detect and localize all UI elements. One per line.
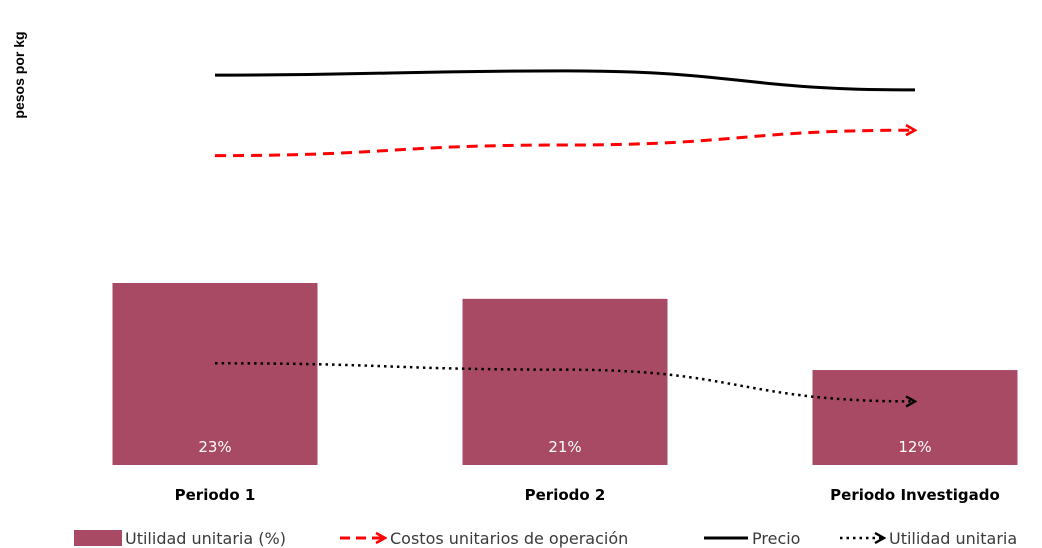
bar-value-label-2: 21% [548, 438, 581, 456]
bar-value-label-1: 23% [198, 438, 231, 456]
legend-label-line-2: Precio [752, 529, 800, 548]
y-axis-label: pesos por kg [11, 31, 27, 118]
bar-value-label-3: 12% [898, 438, 931, 456]
category-label-2: Periodo 2 [525, 486, 606, 504]
bar-2 [462, 298, 668, 465]
legend-label-line-1: Costos unitarios de operación [390, 529, 628, 548]
legend-swatch-bar [74, 530, 122, 546]
series-line-3 [214, 362, 915, 401]
legend-label-bar: Utilidad unitaria (%) [125, 529, 286, 548]
legend-label-line-3: Utilidad unitaria [889, 529, 1017, 548]
series-line-1 [214, 130, 915, 158]
labels-layer: 23% 21% 12% Periodo 1 Periodo 2 Periodo Inves… [175, 438, 1000, 504]
category-label-3: Periodo Investigado [830, 486, 1000, 504]
category-label-1: Periodo 1 [175, 486, 256, 504]
series-line-2 [214, 69, 916, 92]
bar-1 [112, 283, 318, 465]
lines-layer [214, 69, 916, 402]
bar-3 [812, 370, 1018, 465]
legend: Utilidad unitaria (%) Costos unitarios de… [74, 529, 1017, 548]
bars-layer [112, 283, 1018, 465]
